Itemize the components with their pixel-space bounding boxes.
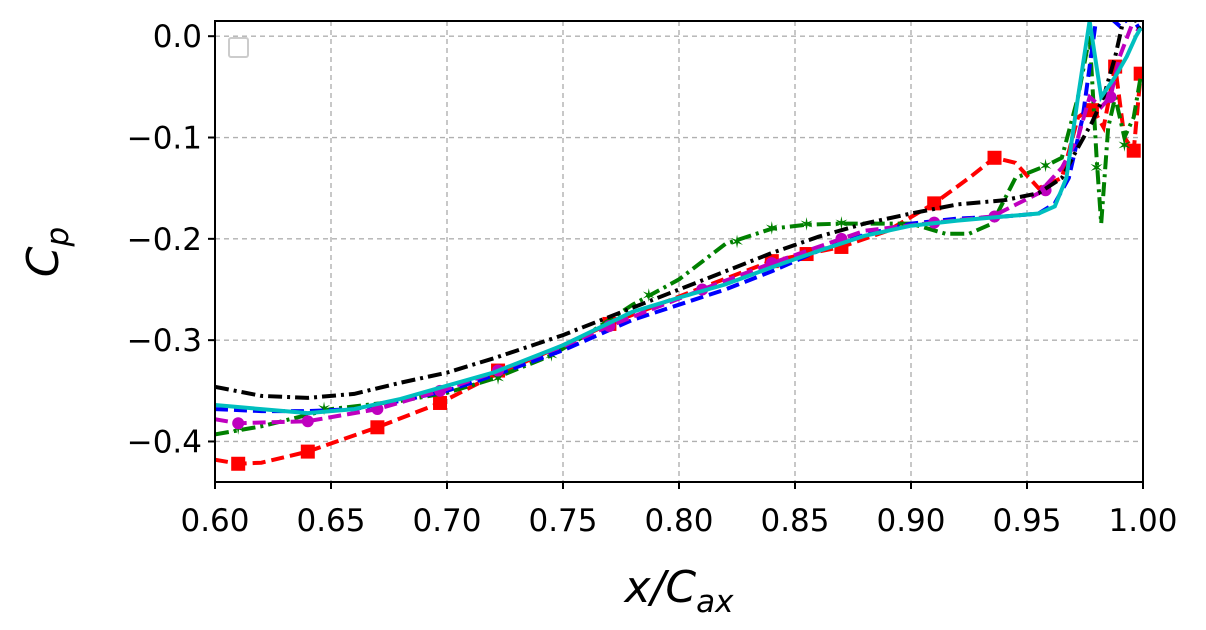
series-2-point: ✶	[316, 399, 331, 420]
y-axis-label: Cp	[18, 227, 76, 277]
series-2-point: ✶	[1117, 136, 1132, 157]
series-4-point	[1104, 90, 1117, 103]
series-line-6	[215, 21, 1143, 416]
series-line-2	[215, 35, 1143, 437]
y-tick-label: −0.1	[127, 121, 202, 157]
x-tick-label: 0.95	[992, 503, 1061, 539]
grid-lines	[214, 21, 1144, 482]
series-2-point: ✶	[1038, 156, 1053, 177]
legend-box	[228, 37, 249, 58]
series-1-point	[433, 395, 448, 410]
y-axis-label-main: C	[18, 246, 69, 277]
series-4-point	[232, 417, 245, 430]
series-line-5	[215, 21, 1143, 400]
series-2-point: ✶	[1089, 158, 1104, 179]
series-1-point	[987, 150, 1002, 165]
x-tick-label: 0.75	[528, 503, 597, 539]
series-layer: ✶✶✶✶✶✶✶✶✶✶✶✶	[215, 21, 1143, 471]
series-2-point: ✶	[764, 219, 779, 240]
series-2-point: ✶	[799, 215, 814, 236]
y-tick-label: 0.0	[153, 19, 202, 55]
series-line-4	[215, 23, 1142, 426]
x-axis-label-main: x/C	[623, 562, 697, 613]
series-4-point	[301, 415, 314, 428]
y-ticks: 0.0 −0.1 −0.2 −0.3 −0.4	[127, 19, 215, 460]
y-tick-label: −0.2	[127, 222, 202, 258]
x-tick-label: 0.85	[760, 503, 829, 539]
series-1-point	[300, 444, 315, 459]
x-tick-label: 0.70	[412, 503, 481, 539]
series-1-point	[370, 420, 385, 435]
x-tick-label: 0.90	[876, 503, 945, 539]
x-tick-label: 0.80	[644, 503, 713, 539]
y-tick-label: −0.3	[127, 323, 202, 359]
series-line-1	[215, 66, 1143, 466]
x-axis-label-sub: ax	[696, 584, 734, 620]
series-2-point: ✶	[729, 232, 744, 253]
x-tick-label: 0.65	[296, 503, 365, 539]
series-1-point	[1126, 143, 1141, 158]
series-1-point	[1133, 66, 1143, 81]
y-tick-label: −0.4	[127, 424, 202, 460]
series-1-point	[231, 456, 246, 471]
x-tick-label: 1.00	[1108, 503, 1177, 539]
x-axis-label: x/Cax	[623, 562, 735, 620]
y-axis-label-sub: p	[40, 227, 76, 248]
series-1-point	[927, 196, 942, 211]
x-ticks: 0.60 0.65 0.70 0.75 0.80 0.85 0.90 0.95 1.00	[180, 482, 1178, 539]
x-tick-label: 0.60	[180, 503, 249, 539]
